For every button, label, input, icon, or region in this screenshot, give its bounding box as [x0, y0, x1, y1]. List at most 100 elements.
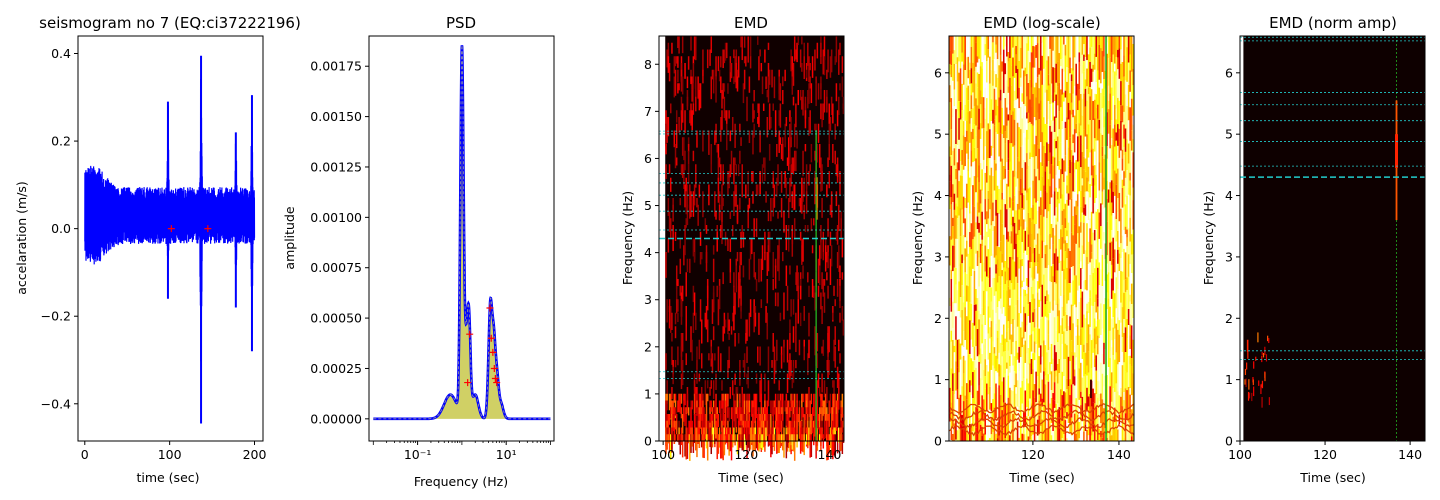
emd-log-cell	[998, 97, 1001, 123]
emd-log-cell	[1019, 387, 1022, 412]
emd-cell	[818, 265, 821, 286]
emd-log-cell	[1030, 262, 1033, 278]
emd-log-cell	[1060, 142, 1062, 170]
emd-cell	[789, 137, 791, 164]
emd-log-cell	[996, 259, 999, 268]
emd-log-cell	[1084, 171, 1087, 192]
emd-cell	[726, 427, 728, 439]
emd-log-cell	[1110, 347, 1113, 373]
emd-log-cell	[1130, 71, 1133, 99]
emd-log-cell	[1066, 314, 1069, 332]
emd-cell	[836, 164, 839, 178]
emd-cell	[742, 427, 745, 435]
emd-log-cell	[1083, 322, 1085, 345]
emd-log-cell	[1132, 229, 1135, 255]
emd-cell	[729, 427, 732, 440]
emd-log-cell	[1006, 125, 1008, 139]
emd-cell	[841, 434, 844, 455]
emd-log-cell	[958, 310, 961, 340]
emd-cell	[754, 434, 757, 451]
emd-log-cell	[1070, 304, 1073, 341]
emd-log-cell	[1120, 412, 1122, 420]
emd-log-cell	[981, 97, 984, 129]
emd-cell	[813, 420, 815, 434]
emd-log-cell	[1006, 209, 1008, 240]
emd-cell	[834, 56, 836, 65]
emd-cell	[692, 150, 695, 162]
emd-cell	[799, 285, 802, 300]
emd-log-cell	[1110, 145, 1113, 181]
emd-log-cell	[1052, 227, 1055, 245]
emd-cell	[734, 373, 736, 385]
emd-log-cell	[1103, 158, 1106, 178]
emd-log-cell	[1086, 257, 1089, 291]
emd-cell	[720, 76, 722, 93]
emd-log-cell	[1053, 253, 1056, 283]
emd-log-cell	[967, 417, 970, 434]
emd-cell	[690, 434, 692, 453]
emd-log-cell	[1113, 249, 1116, 273]
emd-cell	[716, 231, 718, 252]
emd-log-cell	[1030, 87, 1033, 107]
emd-log-cell	[1007, 120, 1010, 140]
emd-log-cell	[998, 352, 1001, 365]
emd-cell	[736, 76, 739, 92]
emd-cell	[693, 36, 696, 60]
emd-log-cell	[959, 68, 962, 102]
emd-cell	[734, 123, 736, 148]
emd-cell	[699, 252, 702, 265]
emd-log-cell	[959, 101, 962, 120]
emd-log-cell	[1060, 295, 1062, 326]
emd-cell	[833, 285, 835, 296]
psd-marker	[491, 375, 499, 383]
emd-log-cell	[1036, 112, 1039, 146]
emd-log-cell	[1032, 83, 1035, 95]
emd-log-cell	[1067, 68, 1070, 103]
emd-log-cell	[955, 64, 958, 78]
emd-log-cell	[1090, 406, 1093, 427]
emd-log-cell	[981, 134, 984, 170]
emd-log-xlabel: Time (sec)	[1008, 470, 1074, 485]
emd-log-cell	[1047, 36, 1050, 57]
emd-log-cell	[1044, 384, 1047, 406]
emd-cell	[722, 434, 724, 461]
emd-log-cell	[1038, 347, 1041, 357]
emd-log-cell	[1095, 355, 1098, 371]
emd-log-cell	[973, 360, 976, 371]
emd-cell	[727, 420, 729, 431]
emd-cell	[693, 238, 696, 260]
emd-cell	[799, 49, 802, 68]
emd-cell	[807, 272, 809, 283]
emd-log-cell	[1069, 361, 1072, 380]
emd-cell	[696, 346, 698, 370]
emd-log-cell	[1066, 185, 1069, 194]
emd-log-cell	[1041, 132, 1044, 167]
emd-cell	[673, 56, 676, 74]
emd-log-cell	[1038, 74, 1041, 89]
emd-log-cell	[1047, 85, 1050, 101]
emd-cell	[774, 360, 777, 375]
emd-log-cell	[989, 287, 991, 318]
emd-log-cell	[1024, 362, 1027, 378]
emd-cell	[764, 252, 766, 261]
emd-cell	[673, 130, 676, 148]
emd-log-cell	[1033, 298, 1036, 309]
emd-log-cell	[1081, 291, 1084, 328]
emd-log-cell	[1101, 204, 1104, 227]
emd-log-cell	[1053, 300, 1056, 318]
emd-log-cell	[969, 69, 971, 84]
emd-log-cell	[1093, 203, 1096, 231]
emd-log-cell	[1053, 317, 1056, 346]
emd-cell	[799, 312, 802, 327]
emd-log-cell	[965, 87, 968, 121]
emd-log-cell	[1097, 319, 1099, 336]
emd-log-cell	[1075, 123, 1078, 134]
emd-log-cell	[981, 420, 984, 427]
emd-log-cell	[1015, 424, 1018, 441]
emd-log-cell	[981, 343, 984, 355]
emd-log-cell	[967, 56, 970, 79]
emd-log-cell	[1010, 390, 1013, 426]
emd-log-cell	[972, 322, 974, 347]
emd-log-cell	[1010, 143, 1013, 171]
emd-log-cell	[1126, 139, 1129, 171]
